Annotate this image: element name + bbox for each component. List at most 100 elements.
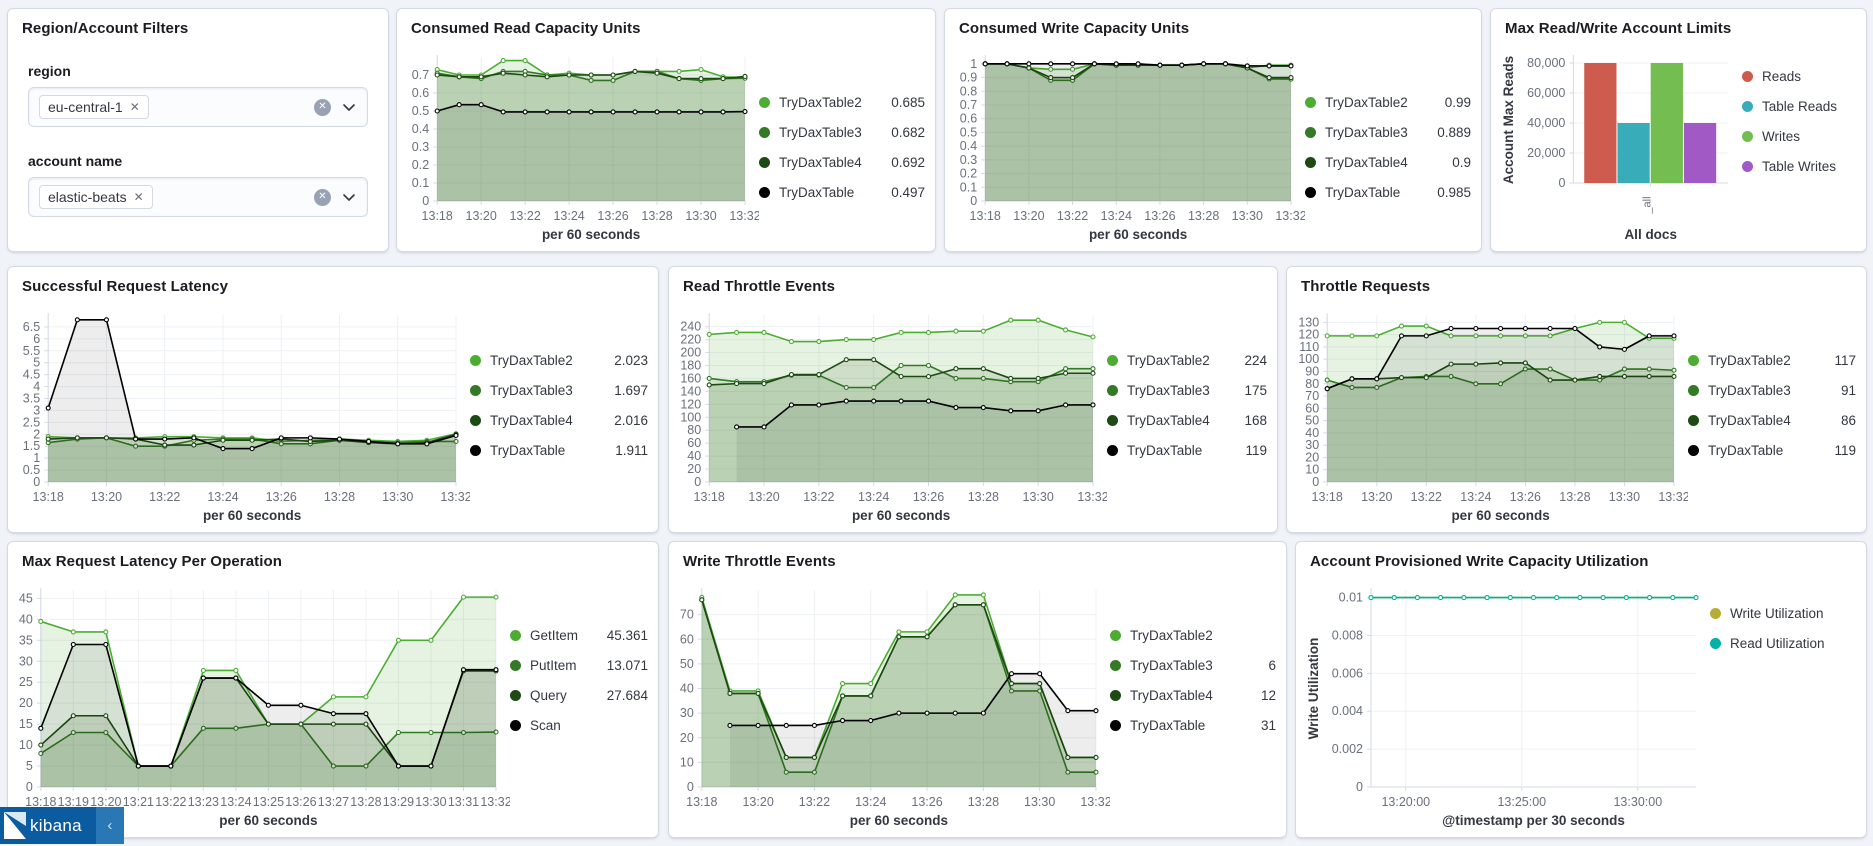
legend-item[interactable]: Scan	[510, 718, 648, 733]
legend-item[interactable]: TryDaxTable2 2.023	[470, 353, 648, 368]
legend-item[interactable]: Read Utilization	[1710, 636, 1856, 651]
legend-series-value: 119	[1834, 443, 1856, 458]
filter-group-region: region eu-central-1 ✕ ✕	[28, 63, 368, 127]
svg-text:140: 140	[680, 384, 701, 398]
chart-legend: GetItem 45.361 PutItem 13.071 Query 27.684 Sca…	[510, 576, 652, 833]
legend-series-dot-icon	[1107, 445, 1118, 456]
svg-text:0.4: 0.4	[960, 139, 977, 153]
panel-consumed-read-capacity-units: Consumed Read Capacity Units 0 0.1 0.2 0.3 0…	[396, 8, 936, 252]
legend-item[interactable]: Write Utilization	[1710, 606, 1856, 621]
legend-item[interactable]: TryDaxTable 119	[1107, 443, 1267, 458]
consumed-read-capacity-chart[interactable]: 0 0.1 0.2 0.3 0.4 0.5 0.6 0.7 13:18 13:20 13:22 13:…	[403, 43, 759, 247]
write-capacity-utilization-chart[interactable]: 0 0.002 0.004 0.006 0.008 0.01 13:20:00 13:25:0…	[1302, 576, 1710, 833]
legend-item[interactable]: Reads	[1742, 69, 1856, 84]
legend-series-dot-icon	[1742, 131, 1753, 142]
legend-series-name: Table Writes	[1762, 159, 1837, 174]
chevron-down-icon[interactable]	[341, 189, 357, 205]
kibana-logo[interactable]: kibana	[0, 807, 96, 844]
consumed-write-capacity-chart[interactable]: 00.10.20.30.40.50.60.70.80.91 13:18 13:20 1…	[951, 43, 1305, 247]
legend-item[interactable]: TryDaxTable2	[1110, 628, 1276, 643]
legend-item[interactable]: TryDaxTable4 168	[1107, 413, 1267, 428]
svg-text:30: 30	[680, 706, 694, 720]
legend-item[interactable]: TryDaxTable3 175	[1107, 383, 1267, 398]
legend-item[interactable]: TryDaxTable2 117	[1688, 353, 1856, 368]
svg-text:0.5: 0.5	[412, 104, 429, 118]
legend-item[interactable]: TryDaxTable4 12	[1110, 688, 1276, 703]
svg-text:0: 0	[687, 780, 694, 794]
svg-text:240: 240	[680, 320, 701, 334]
chevron-down-icon[interactable]	[341, 99, 357, 115]
legend-item[interactable]: TryDaxTable2 224	[1107, 353, 1267, 368]
svg-text:13:20: 13:20	[748, 490, 779, 504]
legend-series-dot-icon	[1110, 630, 1121, 641]
legend-series-value: 0.99	[1444, 95, 1471, 110]
legend-item[interactable]: TryDaxTable2 0.99	[1305, 95, 1471, 110]
svg-text:@timestamp per 30 seconds: @timestamp per 30 seconds	[1442, 813, 1625, 828]
svg-text:13:24: 13:24	[207, 490, 238, 504]
legend-item[interactable]: TryDaxTable3 6	[1110, 658, 1276, 673]
legend-item[interactable]: TryDaxTable4 86	[1688, 413, 1856, 428]
svg-text:13:28: 13:28	[1559, 490, 1590, 504]
region-selected-pill[interactable]: eu-central-1 ✕	[39, 95, 149, 119]
svg-text:13:28: 13:28	[968, 490, 999, 504]
svg-text:All docs: All docs	[1624, 227, 1677, 242]
legend-series-name: TryDaxTable2	[1708, 353, 1791, 368]
legend-item[interactable]: TryDaxTable4 0.692	[759, 155, 925, 170]
clear-selection-icon[interactable]: ✕	[314, 188, 331, 206]
svg-text:0.006: 0.006	[1332, 666, 1363, 680]
legend-item[interactable]: Writes	[1742, 129, 1856, 144]
legend-item[interactable]: TryDaxTable3 0.889	[1305, 125, 1471, 140]
svg-text:10: 10	[1305, 463, 1319, 477]
legend-item[interactable]: TryDaxTable 0.497	[759, 185, 925, 200]
write-throttle-events-chart[interactable]: 0 10 20 30 40 50 60 70 13:18 13:20 13:22 13:24 13:26…	[675, 576, 1110, 833]
legend-series-dot-icon	[759, 97, 770, 108]
legend-item[interactable]: TryDaxTable 1.911	[470, 443, 648, 458]
svg-text:4: 4	[33, 380, 40, 394]
panel-read-throttle-events: Read Throttle Events 0 20 40 60 80 100 120 140 1…	[668, 266, 1278, 533]
legend-item[interactable]: Table Writes	[1742, 159, 1856, 174]
legend-item[interactable]: GetItem 45.361	[510, 628, 648, 643]
legend-item[interactable]: TryDaxTable 119	[1688, 443, 1856, 458]
collapse-nav-icon[interactable]: ‹	[95, 807, 124, 844]
svg-text:0.3: 0.3	[960, 153, 977, 167]
remove-pill-icon[interactable]: ✕	[133, 190, 144, 204]
legend-item[interactable]: TryDaxTable4 2.016	[470, 413, 648, 428]
svg-text:0: 0	[422, 194, 429, 208]
legend-item[interactable]: Table Reads	[1742, 99, 1856, 114]
chart-legend: TryDaxTable2 TryDaxTable3 6 TryDaxTable4 12 T…	[1110, 576, 1280, 833]
svg-text:13:20: 13:20	[90, 795, 121, 809]
panel-title: Consumed Write Capacity Units	[959, 20, 1190, 37]
successful-request-latency-chart[interactable]: 00.511.522.533.544.555.566.5 13:18 13:20 13…	[14, 301, 470, 528]
svg-text:1: 1	[970, 57, 977, 71]
account-name-combobox[interactable]: elastic-beats ✕ ✕	[28, 177, 368, 217]
legend-item[interactable]: TryDaxTable 0.985	[1305, 185, 1471, 200]
legend-item[interactable]: TryDaxTable4 0.9	[1305, 155, 1471, 170]
svg-text:13:20: 13:20	[1361, 490, 1392, 504]
panel-account-provisioned-write-capacity-utilization: Account Provisioned Write Capacity Utili…	[1295, 541, 1867, 838]
svg-text:20: 20	[19, 696, 33, 710]
legend-item[interactable]: TryDaxTable 31	[1110, 718, 1276, 733]
svg-text:60: 60	[1305, 401, 1319, 415]
remove-pill-icon[interactable]: ✕	[129, 100, 140, 114]
legend-item[interactable]: Query 27.684	[510, 688, 648, 703]
legend-item[interactable]: TryDaxTable3 91	[1688, 383, 1856, 398]
legend-series-name: Reads	[1762, 69, 1802, 84]
legend-item[interactable]: TryDaxTable2 0.685	[759, 95, 925, 110]
legend-item[interactable]: PutItem 13.071	[510, 658, 648, 673]
region-combobox[interactable]: eu-central-1 ✕ ✕	[28, 87, 368, 127]
svg-text:per 60 seconds: per 60 seconds	[1089, 227, 1187, 242]
clear-selection-icon[interactable]: ✕	[314, 98, 331, 116]
svg-text:13:18: 13:18	[1312, 490, 1343, 504]
legend-item[interactable]: TryDaxTable3 1.697	[470, 383, 648, 398]
legend-series-dot-icon	[1305, 187, 1316, 198]
legend-item[interactable]: TryDaxTable3 0.682	[759, 125, 925, 140]
account-selected-pill[interactable]: elastic-beats ✕	[39, 185, 153, 209]
svg-text:13:19: 13:19	[58, 795, 89, 809]
svg-text:13:30: 13:30	[1023, 490, 1054, 504]
account-limits-bar-chart[interactable]: 0 20,000 40,000 60,000 80,000 _all All docs Acc…	[1497, 43, 1742, 247]
legend-series-name: Scan	[530, 718, 561, 733]
legend-series-name: TryDaxTable3	[779, 125, 862, 140]
